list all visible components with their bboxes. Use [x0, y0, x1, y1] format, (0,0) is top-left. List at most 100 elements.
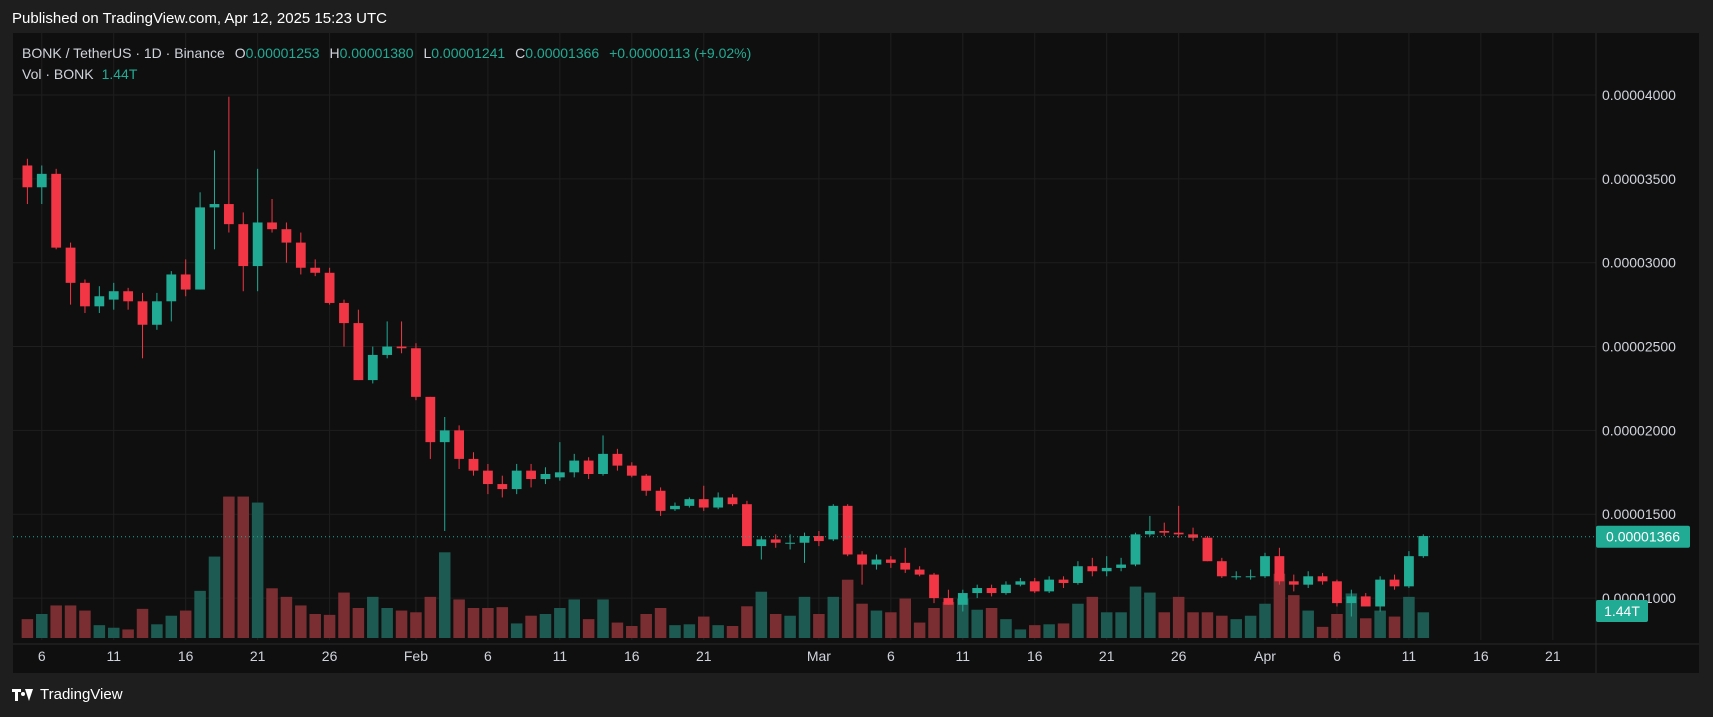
candle-body [914, 569, 925, 575]
volume-bar [237, 496, 250, 638]
candle-body [1130, 534, 1141, 565]
candle-body [1188, 534, 1198, 538]
volume-bar [208, 556, 221, 638]
candle-body [367, 354, 378, 381]
volume-bar [1115, 612, 1127, 638]
volume-bar [726, 626, 739, 638]
candle-body [454, 430, 465, 459]
volume-bar [1144, 592, 1156, 638]
volume-bar [683, 624, 696, 638]
volume-bar [510, 623, 523, 638]
volume-value: 1.44T [101, 66, 138, 82]
time-tick-label: 16 [178, 648, 194, 664]
volume-bar [395, 610, 408, 638]
candle-body [813, 536, 824, 542]
volume-bar [309, 614, 321, 638]
volume-bar [611, 622, 624, 638]
candle-body [713, 497, 724, 508]
candle-body [468, 458, 479, 471]
volume-bar [741, 606, 753, 638]
volume-bar [1417, 612, 1430, 638]
candle-body [554, 472, 565, 478]
candle-body [943, 598, 954, 605]
chart-frame[interactable] [13, 33, 1699, 673]
volume-bar [1086, 596, 1099, 638]
candle-body [396, 346, 407, 349]
volume-bar [338, 592, 350, 638]
time-tick-label: 26 [322, 648, 338, 664]
candle-body [742, 504, 752, 547]
candle-body [339, 302, 349, 324]
candle-body [152, 301, 162, 325]
candle-body [65, 247, 76, 283]
volume-bar [784, 615, 796, 638]
candle-body [439, 430, 450, 443]
volume-bar [1316, 626, 1329, 638]
price-tick-label: 0.00003000 [1602, 255, 1676, 271]
volume-bar [352, 608, 365, 638]
time-tick-label: 11 [1402, 648, 1417, 664]
candle-body [770, 539, 781, 543]
volume-bar [971, 609, 983, 638]
symbol-label: BONK / TetherUS · 1D · Binance [22, 45, 225, 61]
candle-body [108, 291, 119, 300]
volume-bar [266, 588, 278, 638]
candle-body [986, 588, 997, 594]
candle-body [1231, 576, 1242, 578]
tradingview-logo-icon [12, 688, 34, 701]
candle-body [598, 453, 608, 474]
volume-bar [165, 615, 178, 638]
volume-bar [813, 614, 825, 638]
volume-bar [582, 619, 595, 638]
published-caption: Published on TradingView.com, Apr 12, 20… [12, 10, 387, 27]
candle-body [641, 475, 652, 491]
symbol-legend: BONK / TetherUS · 1D · Binance O0.000012… [22, 45, 751, 61]
price-tick-label: 0.00003500 [1602, 171, 1676, 187]
candle-body [670, 505, 680, 510]
volume-bar [698, 616, 710, 638]
volume-bar [957, 598, 969, 638]
candle-body [1389, 579, 1400, 587]
candle-body [51, 173, 62, 248]
candle-body [900, 562, 911, 570]
volume-bar [870, 610, 883, 638]
candle-body [1116, 564, 1126, 568]
candle-body [612, 453, 623, 466]
tradingview-logo[interactable]: TradingView [12, 686, 123, 703]
volume-bar [1072, 603, 1084, 638]
candle-body [310, 267, 321, 273]
volume-bar [885, 612, 897, 638]
candle-body [583, 460, 594, 474]
candle-body [137, 301, 148, 325]
candle-body [36, 173, 47, 188]
volume-bar [424, 596, 437, 638]
volume-bar [194, 590, 206, 638]
candle-body [295, 242, 306, 268]
open-value: 0.00001253 [245, 45, 320, 61]
candle-body [1216, 561, 1227, 577]
volume-bar [539, 614, 552, 638]
volume-bar [1172, 596, 1185, 638]
volume-bar [856, 603, 868, 638]
volume-bar [1000, 619, 1012, 638]
candle-body [497, 484, 508, 490]
volume-bar [654, 608, 667, 638]
volume-bar [50, 605, 62, 638]
volume-bar [827, 596, 840, 638]
volume-bar [985, 608, 998, 638]
candle-body [655, 490, 666, 511]
volume-bar [381, 608, 393, 638]
candle-body [1346, 596, 1357, 604]
volume-bar [1158, 612, 1171, 638]
candle-body [526, 470, 536, 480]
candle-body [1303, 576, 1314, 585]
candle-body [698, 499, 709, 508]
volume-bar [1403, 596, 1415, 638]
volume-bar [525, 615, 537, 638]
volume-bar [367, 596, 379, 638]
time-tick-label: 21 [1545, 648, 1561, 664]
candle-body [569, 460, 580, 473]
volume-bar [1273, 573, 1286, 638]
candle-body [223, 204, 234, 225]
